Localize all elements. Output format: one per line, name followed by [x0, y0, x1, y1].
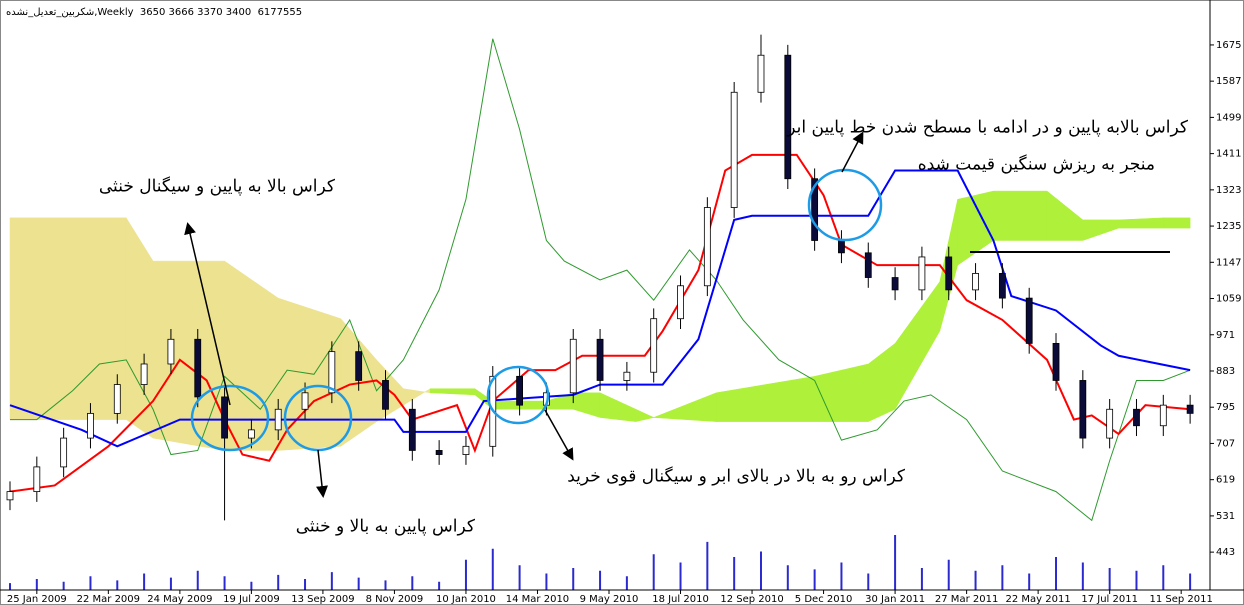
candle-body — [811, 178, 819, 241]
x-tick-label: 18 Jul 2010 — [652, 594, 709, 605]
candle-body — [194, 338, 202, 398]
candle-body — [730, 91, 738, 208]
candle-body — [140, 363, 148, 385]
candle-body — [945, 256, 953, 291]
annotation: کراس پایین به بالا و خنثی — [296, 517, 476, 537]
y-tick-label: 1411 — [1216, 149, 1241, 160]
x-tick-label: 5 Dec 2010 — [795, 594, 853, 605]
y-tick-label: 707 — [1216, 438, 1235, 449]
y-tick-label: 1323 — [1216, 185, 1241, 196]
x-tick-label: 27 Mar 2011 — [935, 594, 998, 605]
candle-body — [6, 491, 14, 501]
candle-body — [113, 384, 121, 414]
candle-body — [1025, 297, 1033, 344]
candle-body — [33, 466, 41, 493]
candle-body — [221, 396, 228, 439]
candle-body — [435, 450, 443, 455]
y-tick-label: 795 — [1216, 402, 1235, 413]
candle-body — [998, 273, 1006, 299]
candle-body — [408, 408, 416, 451]
annotation: کراس بالابه پایین و در ادامه با مسطح شدن… — [786, 118, 1189, 138]
candle-body — [1106, 408, 1114, 439]
candle-body — [891, 277, 899, 291]
candle-body — [167, 338, 175, 365]
candle-body — [516, 375, 523, 406]
x-tick-label: 22 Mar 2009 — [77, 594, 140, 605]
candle-body — [757, 54, 765, 93]
candle-body — [838, 240, 845, 254]
y-tick-label: 619 — [1216, 475, 1235, 486]
cloud-segment — [1118, 217, 1164, 229]
candle-body — [87, 412, 94, 439]
candle-body — [355, 351, 363, 381]
cloud-segment — [9, 217, 127, 420]
kijun-line — [9, 169, 1191, 448]
y-tick-label: 1147 — [1216, 257, 1241, 268]
candle-body — [1079, 380, 1087, 439]
candle-body — [328, 351, 336, 394]
cloud-segment — [993, 190, 1048, 241]
candle-body — [1186, 404, 1194, 414]
x-tick-label: 25 Jan 2009 — [7, 594, 67, 605]
y-tick-label: 1587 — [1216, 76, 1241, 87]
candle-body — [864, 252, 872, 278]
chikou-line — [10, 38, 1191, 522]
x-tick-label: 19 Jul 2009 — [223, 594, 280, 605]
candle-body — [918, 256, 926, 291]
candle-body — [784, 54, 792, 180]
candle-body — [650, 318, 658, 373]
candle-body — [274, 408, 282, 431]
x-tick-label: 30 Jan 2011 — [865, 594, 925, 605]
candle-body — [462, 445, 470, 455]
candle-body — [1052, 343, 1060, 381]
cloud-segment — [152, 260, 225, 451]
candle-body — [623, 371, 631, 381]
candle-body — [1159, 404, 1167, 427]
x-tick-label: 8 Nov 2009 — [366, 594, 424, 605]
x-tick-label: 12 Sep 2010 — [720, 594, 783, 605]
y-tick-label: 1059 — [1216, 294, 1241, 305]
candle-body — [569, 338, 577, 394]
candle-body — [972, 273, 979, 291]
arrows — [184, 131, 864, 498]
y-tick-label: 1235 — [1216, 221, 1241, 232]
candle-body — [247, 429, 255, 439]
candle-body — [596, 338, 604, 381]
x-tick-label: 17 Jul 2011 — [1081, 594, 1138, 605]
header: شکربین_تعدیل_نشده,Weekly 3650 3666 3370 … — [6, 7, 302, 18]
y-tick-label: 1675 — [1216, 40, 1241, 51]
x-tick-label: 22 May 2011 — [1006, 594, 1071, 605]
x-tick-label: 24 May 2009 — [147, 594, 212, 605]
candle-body — [60, 437, 68, 468]
x-tick-label: 14 Mar 2010 — [506, 594, 569, 605]
cloud-segment — [635, 408, 655, 422]
cloud-segment — [1163, 217, 1191, 229]
annotation: کراس رو به بالا در بالای ابر و سیگنال قو… — [567, 466, 906, 487]
x-tick-label: 10 Jan 2010 — [436, 594, 496, 605]
candle-body — [703, 207, 711, 287]
annotation: کراس بالا به پایین و سیگنال خنثی — [99, 176, 336, 197]
candle-body — [1133, 408, 1140, 427]
candle-body — [301, 392, 309, 410]
candle-body — [677, 285, 684, 320]
y-tick-label: 883 — [1216, 366, 1235, 377]
tenkan-line — [9, 153, 1191, 493]
x-tick-label: 11 Sep 2011 — [1149, 594, 1212, 605]
y-tick-label: 531 — [1216, 511, 1235, 522]
y-tick-label: 1499 — [1216, 112, 1241, 123]
y-tick-label: 443 — [1216, 547, 1235, 558]
candle-body — [382, 380, 389, 410]
annotation: منجر به ریزش سنگین قیمت شده — [918, 154, 1155, 175]
x-tick-label: 9 May 2010 — [580, 594, 639, 605]
y-tick-label: 971 — [1216, 330, 1235, 341]
x-tick-label: 13 Sep 2009 — [291, 594, 354, 605]
